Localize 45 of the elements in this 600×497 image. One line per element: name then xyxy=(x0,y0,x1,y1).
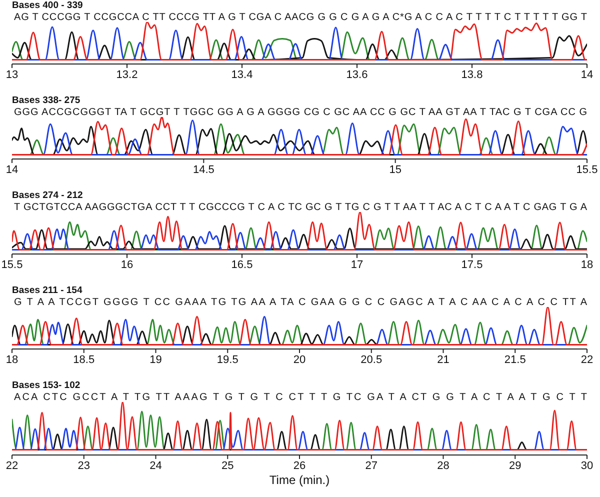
x-tick-label: 17 xyxy=(350,258,364,271)
x-tick-label: 13.4 xyxy=(231,68,253,81)
chart-title: Bases 153- 102 xyxy=(12,380,80,391)
x-tick-label: 25 xyxy=(222,460,234,472)
chart-title: Bases 274 - 212 xyxy=(12,190,83,201)
chart-title: Bases 211 - 154 xyxy=(12,285,82,296)
x-axis-title: Time (min.) xyxy=(268,473,331,488)
x-tick-label: 18 xyxy=(6,354,18,366)
annotation: ACA CTC GCCT A T TG TT AAAG T G T G T C CT T T G TC GA T A CT G G T A C T A A T G C T T xyxy=(14,392,587,403)
x-tick-label: 18.5 xyxy=(73,354,95,366)
x-tick-label: 17.5 xyxy=(461,258,483,271)
x-tick-label: 15.5 xyxy=(576,164,598,176)
x-tick-label: 21 xyxy=(437,354,450,366)
x-tick-label: 15 xyxy=(389,164,402,176)
x-tick-label: 19.5 xyxy=(216,354,238,366)
x-tick-label: 20 xyxy=(293,354,306,366)
x-tick-label: 13 xyxy=(6,68,18,81)
x-tick-label: 20.5 xyxy=(360,354,382,366)
x-tick-label: 16 xyxy=(120,258,134,271)
x-tick-label: 27 xyxy=(365,460,378,472)
x-tick-label: 26 xyxy=(293,460,306,472)
chart-title: Bases 338- 275 xyxy=(12,95,80,106)
x-tick-label: 23 xyxy=(78,460,90,472)
x-tick-label: 14.5 xyxy=(192,164,214,176)
annotation: AG T CCCGG T CCGCCA C TT CCCG TT A G T CGA C AACG G G C G A G A C*G A C C A C T T T T C T T T T T GG T xyxy=(14,12,587,23)
x-tick-label: 18 xyxy=(580,258,594,271)
x-tick-label: 30 xyxy=(580,460,594,472)
x-tick-label: 19 xyxy=(150,354,162,366)
x-tick-label: 15.5 xyxy=(1,258,23,271)
x-tick-label: 13.8 xyxy=(461,68,483,81)
x-tick-label: 22 xyxy=(580,354,594,366)
x-tick-label: 22 xyxy=(6,460,18,472)
x-tick-label: 21.5 xyxy=(504,354,526,366)
annotation: G T A A TCCGT GGGG T CC GAAA TG TG AA A TA C GAA G G C C GAGC A T A C AA C A C A C C TT A xyxy=(14,297,588,308)
x-tick-label: 28 xyxy=(437,460,450,472)
x-tick-label: 16.5 xyxy=(231,258,253,271)
x-tick-label: 14 xyxy=(6,164,18,176)
annotation: T GCTGTCCA AAGGGCTGA CCT T T CGCCCG T C A C TC GC G T TG C G T T AA T T AC A C T C A A T C GAG T G A xyxy=(14,202,588,213)
x-tick-label: 29 xyxy=(509,460,522,472)
x-tick-label: 13.2 xyxy=(116,68,138,81)
x-tick-label: 13.6 xyxy=(346,68,368,81)
annotation: GGG ACCGCGGGT TA T GCGT T TGGC GG A G A GGGG CG C GC AA CC G GC T AA GT AA T TAC G T CGA CC G xyxy=(14,107,588,118)
x-tick-label: 24 xyxy=(150,460,162,472)
x-tick-label: 14 xyxy=(580,68,594,81)
chart-title: Bases 400 - 339 xyxy=(12,0,83,11)
